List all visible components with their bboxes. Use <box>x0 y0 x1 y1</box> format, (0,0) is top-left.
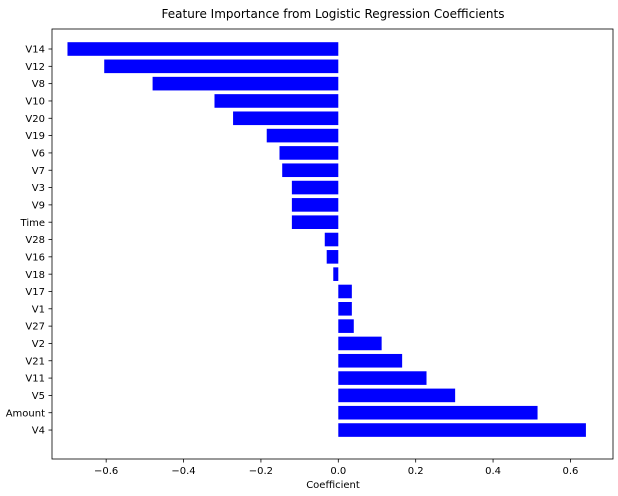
y-tick-label: V3 <box>32 183 45 194</box>
x-tick-label: 0.4 <box>485 466 501 477</box>
bar-v20 <box>233 111 339 126</box>
y-tick-label: V20 <box>25 114 45 125</box>
y-tick-label: V7 <box>32 166 45 177</box>
bar-v1 <box>338 302 352 316</box>
bar-group <box>67 42 586 437</box>
y-tick-label: V1 <box>32 304 45 315</box>
y-tick-label: V27 <box>25 322 45 333</box>
y-tick-label: V6 <box>32 149 45 160</box>
bar-v27 <box>338 319 354 333</box>
bar-v17 <box>338 284 352 299</box>
bar-v6 <box>279 146 339 160</box>
y-tick-label: V17 <box>25 287 45 298</box>
bar-v9 <box>291 198 339 212</box>
bar-v3 <box>291 180 339 195</box>
y-axis-ticks: V14 V12 V8 V10 V20 V19 V6 V7 V3 V9 Time V28 V16 V18 V1… <box>6 45 52 437</box>
y-tick-label: V5 <box>32 391 45 402</box>
y-tick-label: V16 <box>25 252 45 263</box>
y-tick-label: V10 <box>25 97 45 108</box>
y-tick-label: V28 <box>25 235 45 246</box>
y-tick-label: V12 <box>25 62 45 73</box>
bar-v10 <box>214 94 339 108</box>
x-tick-label: 0.2 <box>408 466 424 477</box>
bar-v2 <box>338 336 382 351</box>
bar-v16 <box>326 250 339 264</box>
x-tick-label: −0.2 <box>249 466 273 477</box>
bar-v11 <box>338 371 427 385</box>
bar-v21 <box>338 353 403 368</box>
y-tick-label: V11 <box>25 374 45 385</box>
bar-v19 <box>266 128 339 143</box>
x-axis-ticks: −0.6 −0.4 −0.2 0.0 0.2 0.4 0.6 <box>94 459 578 477</box>
y-tick-label: Time <box>20 218 45 229</box>
y-tick-label: V8 <box>32 79 45 90</box>
x-axis-label: Coefficient <box>306 480 360 491</box>
bar-v14 <box>67 42 339 56</box>
x-tick-label: 0.0 <box>330 466 346 477</box>
x-tick-label: −0.6 <box>94 466 118 477</box>
y-tick-label: V19 <box>25 131 45 142</box>
bar-v4 <box>338 423 586 437</box>
y-tick-label: Amount <box>6 408 45 419</box>
bar-amount <box>338 405 538 420</box>
bar-v12 <box>104 59 339 74</box>
bar-v8 <box>152 76 339 91</box>
y-tick-label: V18 <box>25 270 45 281</box>
x-tick-label: −0.4 <box>171 466 195 477</box>
y-tick-label: V14 <box>25 45 45 56</box>
chart-title: Feature Importance from Logistic Regress… <box>162 7 505 21</box>
bar-time <box>291 215 339 229</box>
y-tick-label: V4 <box>32 426 45 437</box>
bar-v5 <box>338 388 456 403</box>
bar-v18 <box>333 267 339 281</box>
y-tick-label: V9 <box>32 200 45 211</box>
bar-v7 <box>282 163 339 178</box>
bar-v28 <box>324 232 339 247</box>
y-tick-label: V2 <box>32 339 45 350</box>
y-tick-label: V21 <box>25 356 45 367</box>
x-tick-label: 0.6 <box>562 466 578 477</box>
plot-frame <box>51 28 614 460</box>
